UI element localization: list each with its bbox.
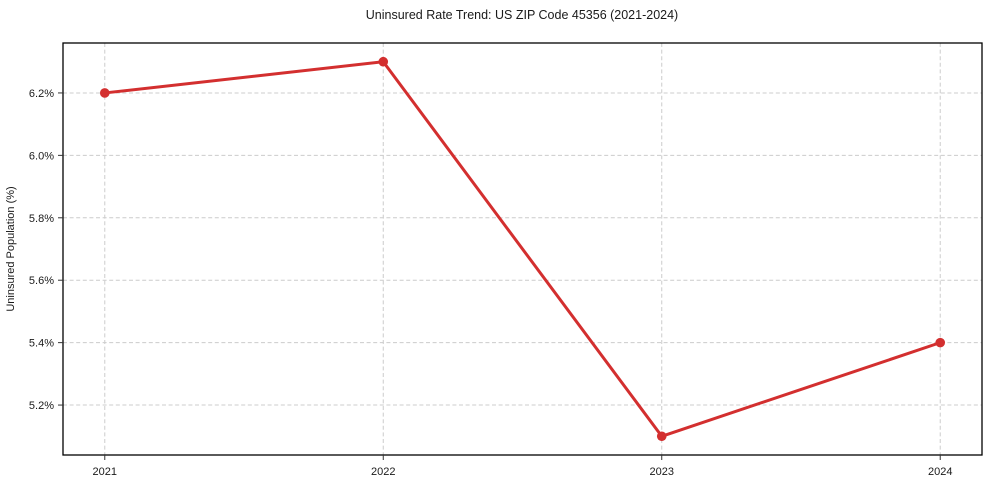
x-tick-label: 2024: [928, 466, 952, 478]
trend-line-series: [99, 56, 946, 442]
x-tick-label: 2021: [93, 466, 117, 478]
axis-layer: 5.2% 5.4% 5.6% 5.8% 6.0% 6.2% 2021 2022 2023 2024: [29, 42, 983, 478]
data-point-2024: [935, 337, 946, 348]
y-tick-label: 5.8%: [29, 213, 54, 225]
y-tick-label: 6.2%: [29, 88, 54, 100]
data-point-2021: [99, 88, 110, 98]
y-tick-label: 5.6%: [29, 275, 54, 287]
x-tick-label: 2022: [371, 466, 395, 478]
data-point-2023: [656, 431, 667, 442]
data-point-2022: [378, 56, 389, 67]
x-tick-label: 2023: [650, 466, 674, 478]
y-axis-label: Uninsured Population (%): [5, 186, 17, 311]
trend-line: [103, 60, 942, 438]
y-tick-label: 5.2%: [29, 400, 54, 412]
chart-title: Uninsured Rate Trend: US ZIP Code 45356 …: [366, 8, 678, 22]
y-tick-label: 6.0%: [29, 150, 54, 162]
plot-frame: [62, 42, 983, 456]
y-tick-label: 5.4%: [29, 338, 54, 350]
grid-layer: [63, 43, 982, 455]
